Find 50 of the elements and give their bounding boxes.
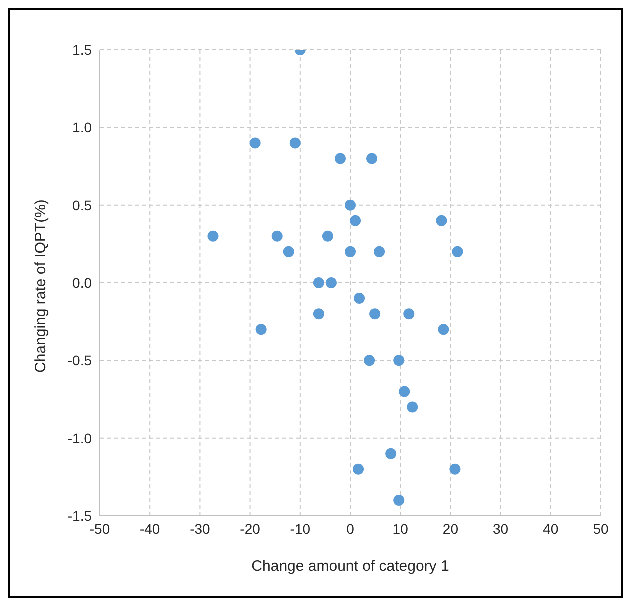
x-tick-label: -30 [190, 520, 211, 537]
point [250, 138, 261, 149]
point [450, 464, 461, 475]
y-tick-label: -0.5 [68, 352, 92, 369]
point [334, 153, 346, 164]
x-tick-label: -20 [240, 520, 261, 537]
point [326, 278, 337, 288]
point [394, 355, 405, 366]
point [364, 355, 376, 366]
point [313, 308, 324, 320]
point [283, 246, 294, 258]
point [345, 246, 356, 258]
point [399, 386, 410, 398]
x-tick-label: -50 [90, 520, 110, 537]
x-tick-label: 40 [543, 520, 559, 537]
point [322, 230, 334, 242]
y-tick-label: -1.5 [68, 508, 92, 524]
point [404, 308, 415, 320]
x-tick-label: 30 [493, 520, 509, 537]
x-tick-label: -10 [290, 520, 311, 537]
point [438, 324, 450, 336]
x-axis-title: Change amount of category 1 [252, 558, 450, 575]
point [272, 230, 283, 242]
point [313, 278, 324, 288]
y-axis-title: Changing rate of IQPT(%) [32, 200, 50, 373]
point [290, 138, 301, 149]
point [386, 448, 397, 460]
point [407, 402, 418, 413]
x-tick-label: 50 [593, 520, 609, 537]
point [370, 308, 381, 320]
x-tick-label: 0 [346, 520, 355, 537]
point [353, 464, 364, 475]
point [394, 494, 405, 506]
y-tick-label: -1.0 [68, 430, 92, 446]
point [350, 215, 362, 226]
point [208, 230, 219, 242]
point [374, 246, 386, 258]
y-tick-label: 1.5 [72, 42, 92, 58]
y-tick-label: 0.0 [72, 274, 92, 291]
y-tick-label: 0.5 [72, 197, 92, 214]
point [366, 153, 378, 164]
point [345, 200, 356, 211]
x-tick-label: 10 [392, 520, 409, 537]
x-tick-label: 20 [442, 520, 459, 537]
point [256, 324, 267, 336]
point [436, 215, 448, 226]
x-tick-label: -40 [140, 520, 160, 537]
y-tick-label: 1.0 [72, 120, 92, 136]
point [354, 293, 366, 304]
point [452, 246, 464, 258]
